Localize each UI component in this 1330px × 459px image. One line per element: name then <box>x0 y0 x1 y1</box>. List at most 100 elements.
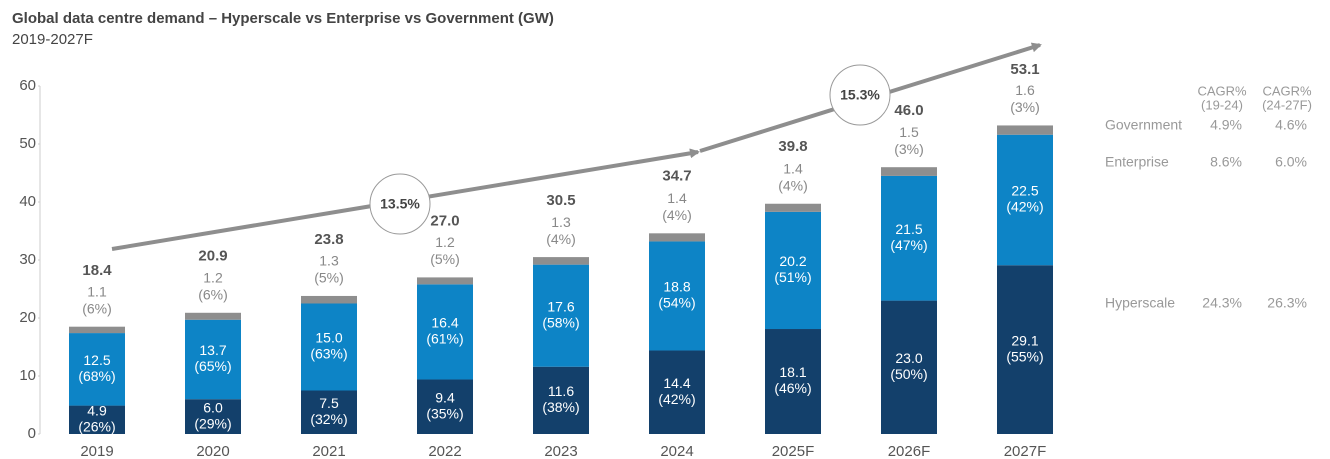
y-tick-label: 30 <box>19 251 36 268</box>
cagr-value: 6.0% <box>1275 154 1307 170</box>
bar-segment <box>301 303 357 391</box>
legend-label: Hyperscale <box>1105 295 1175 311</box>
bar-segment <box>649 233 705 242</box>
cagr-value: 4.6% <box>1275 117 1307 133</box>
bar-segment <box>997 134 1053 266</box>
data-label: 1.6 <box>1015 82 1035 98</box>
bar-segment <box>997 265 1053 434</box>
share-label: (65%) <box>194 358 231 374</box>
data-label: 14.4 <box>663 375 690 391</box>
bar-segment <box>765 329 821 434</box>
bar-segment <box>881 167 937 176</box>
share-label: (4%) <box>662 207 692 223</box>
share-label: (26%) <box>78 418 115 434</box>
share-label: (55%) <box>1006 348 1043 364</box>
data-label: 1.2 <box>203 269 223 285</box>
bar-segment <box>765 203 821 212</box>
bar-segment <box>301 390 357 434</box>
total-label: 53.1 <box>1010 61 1039 78</box>
data-label: 7.5 <box>319 395 339 411</box>
share-label: (54%) <box>658 295 695 311</box>
cagr-annotation: 13.5% <box>380 196 420 212</box>
bar-segment <box>881 300 937 434</box>
data-label: 15.0 <box>315 330 342 346</box>
data-label: 1.4 <box>783 160 803 176</box>
share-label: (29%) <box>194 415 231 431</box>
bar-segment <box>417 379 473 434</box>
data-label: 16.4 <box>431 315 458 331</box>
data-label: 1.2 <box>435 234 455 250</box>
share-label: (5%) <box>430 251 460 267</box>
share-label: (42%) <box>1006 199 1043 215</box>
y-tick-label: 40 <box>19 193 36 210</box>
bar-segment <box>417 284 473 380</box>
share-label: (5%) <box>314 270 344 286</box>
share-label: (58%) <box>542 314 579 330</box>
data-label: 23.0 <box>895 350 922 366</box>
y-tick-label: 10 <box>19 367 36 384</box>
total-label: 34.7 <box>662 168 691 185</box>
x-tick-label: 2020 <box>196 443 229 459</box>
bar-segment <box>69 326 125 334</box>
data-label: 17.6 <box>547 298 574 314</box>
y-tick-label: 20 <box>19 309 36 326</box>
trend-arrows: 13.5% 15.3% <box>111 42 1042 251</box>
chart-subtitle: 2019-2027F <box>12 31 93 48</box>
x-tick-label: 2025F <box>772 443 815 459</box>
data-label: 1.3 <box>551 214 571 230</box>
cagr-header: (19-24) <box>1201 97 1243 112</box>
data-label: 1.4 <box>667 190 687 206</box>
bar-segment <box>533 264 589 367</box>
share-label: (38%) <box>542 399 579 415</box>
bar-segment <box>301 295 357 304</box>
share-label: (51%) <box>774 269 811 285</box>
data-label: 18.1 <box>779 364 806 380</box>
bar-segment <box>69 333 125 406</box>
y-tick-label: 50 <box>19 135 36 152</box>
data-label: 13.7 <box>199 342 226 358</box>
bar-segment <box>533 257 589 265</box>
share-label: (3%) <box>894 141 924 157</box>
chart-title: Global data centre demand – Hyperscale v… <box>12 10 554 27</box>
share-label: (42%) <box>658 391 695 407</box>
bar-segment <box>69 405 125 434</box>
cagr-header: CAGR% <box>1197 83 1247 98</box>
legend-label: Enterprise <box>1105 154 1169 170</box>
data-label: 22.5 <box>1011 183 1038 199</box>
share-label: (3%) <box>1010 99 1040 115</box>
total-label: 46.0 <box>894 102 923 119</box>
share-label: (50%) <box>890 366 927 382</box>
cagr-header: CAGR% <box>1262 83 1312 98</box>
bar-segment <box>997 125 1053 135</box>
share-label: (4%) <box>546 231 576 247</box>
data-label: 1.5 <box>899 124 919 140</box>
data-label: 1.3 <box>319 253 339 269</box>
data-label: 20.2 <box>779 253 806 269</box>
cagr-value: 24.3% <box>1202 295 1242 311</box>
total-label: 30.5 <box>546 192 575 209</box>
legend-label: Government <box>1105 117 1182 133</box>
bar-segment <box>649 241 705 351</box>
total-label: 27.0 <box>430 212 459 229</box>
bar-segment <box>533 366 589 434</box>
cagr-circle <box>829 64 891 126</box>
total-label: 23.8 <box>314 231 343 248</box>
x-tick-label: 2023 <box>544 443 577 459</box>
cagr-header: (24-27F) <box>1262 97 1312 112</box>
total-label: 39.8 <box>778 138 807 155</box>
cagr-value: 4.9% <box>1210 117 1242 133</box>
x-tick-label: 2024 <box>660 443 693 459</box>
data-label: 1.1 <box>87 283 107 299</box>
cagr-annotation: 15.3% <box>840 87 880 103</box>
bar-segment <box>649 350 705 434</box>
data-label: 18.8 <box>663 279 690 295</box>
cagr-value: 26.3% <box>1267 295 1307 311</box>
bar-segment <box>881 175 937 301</box>
x-tick-label: 2021 <box>312 443 345 459</box>
data-label: 11.6 <box>548 383 574 399</box>
share-label: (46%) <box>774 380 811 396</box>
total-label: 18.4 <box>82 262 112 279</box>
x-tick-label: 2022 <box>428 443 461 459</box>
data-label: 12.5 <box>83 352 110 368</box>
